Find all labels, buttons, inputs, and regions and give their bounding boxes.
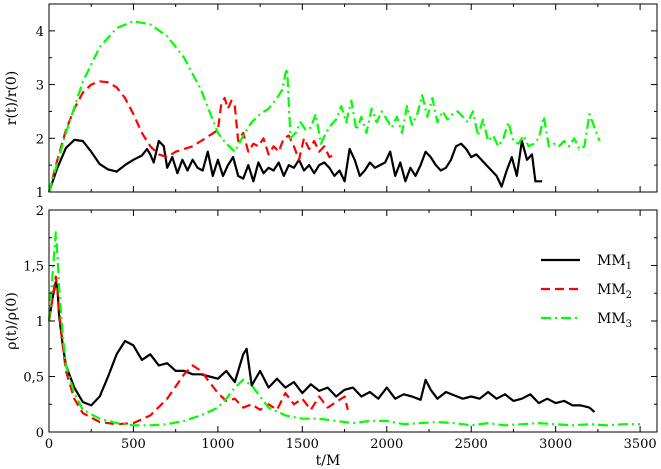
bottom-plot-frame [48,209,658,433]
legend-label-3: MM3 [597,311,632,330]
bottom-x-tick-label: 1500 [286,437,319,452]
bottom-y-tick-label: 2 [36,204,44,219]
top-series-mm3-line [47,20,601,193]
legend-label-subscript: 3 [626,319,632,330]
legend-label-2: MM2 [597,282,632,301]
legend-label-name: MM [597,311,626,327]
top-series-mm2-line [47,80,335,193]
bottom-series-mm3-line [47,231,641,427]
top-y-tick-label: 2 [36,132,44,147]
bottom-x-tick-label: 2000 [370,437,403,452]
bottom-x-axis-title: t/M [316,453,341,469]
bottom-series-mm1-line [47,281,596,413]
top-plot-frame [48,3,658,193]
bottom-y-axis-title: ρ(t)/ρ(0) [4,292,20,350]
bottom-y-tick-label: 0 [36,426,44,441]
legend-label-name: MM [597,282,626,298]
bottom-x-tick-label: 0 [45,437,53,452]
top-y-tick-label: 3 [36,79,44,94]
bottom-x-tick-label: 2500 [455,437,488,452]
top-y-tick-label: 1 [36,186,44,201]
bottom-x-tick-label: 1000 [201,437,234,452]
top-y-axis-title: r(t)/r(0) [4,71,20,125]
bottom-x-tick-label: 3000 [539,437,572,452]
top-y-tick-label: 4 [36,25,44,40]
bottom-x-tick-label: 500 [121,437,146,452]
bottom-series-mm2-line [47,275,349,426]
bottom-panel: 0 500 1000 1500 2000 2500 3000 3500 0 0,5 1 1,5 2 ρ(t… [4,204,658,469]
legend-label-subscript: 2 [626,290,632,301]
bottom-y-tick-label: 1 [36,315,44,330]
legend-label-1: MM1 [597,253,632,272]
legend-label-subscript: 1 [626,261,632,272]
bottom-y-tick-label: 1,5 [23,260,44,275]
top-series-mm1-line [47,138,543,193]
bottom-x-tick-label: 3500 [624,437,657,452]
top-panel: 1 2 3 4 r(t)/r(0) [4,3,658,201]
legend-label-name: MM [597,253,626,269]
bottom-y-tick-label: 0,5 [23,371,44,386]
